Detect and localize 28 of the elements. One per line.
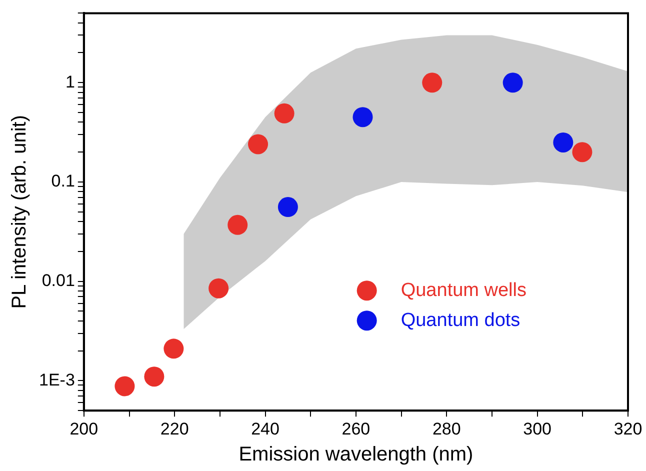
x-axis-title: Emission wavelength (nm)	[238, 444, 474, 466]
point	[278, 197, 298, 218]
x-tick-label: 300	[523, 419, 552, 438]
point	[208, 278, 229, 298]
legend-label: Quantum wells	[400, 280, 527, 301]
x-tick-label: 260	[342, 419, 370, 438]
point	[422, 72, 442, 93]
point	[144, 366, 164, 387]
point	[352, 107, 373, 128]
point	[228, 214, 248, 235]
legend-label: Quantum dots	[400, 310, 520, 331]
y-tick-label: 0.01	[42, 271, 75, 290]
y-tick-label: 0.1	[51, 172, 75, 191]
point	[114, 376, 135, 396]
x-tick-label: 320	[614, 419, 642, 438]
x-tick-label: 280	[432, 419, 461, 438]
point	[274, 103, 294, 124]
y-axis-title: PL intensity (arb. unit)	[8, 115, 31, 309]
x-tick-label: 220	[160, 419, 189, 438]
point	[572, 142, 592, 162]
point	[502, 72, 523, 93]
x-tick-label: 240	[251, 419, 280, 438]
y-tick-label: 1	[65, 72, 75, 92]
point	[553, 132, 574, 152]
point	[248, 134, 268, 154]
x-tick-label: 200	[70, 419, 98, 438]
point	[164, 338, 184, 359]
y-tick-label: 1E-3	[38, 370, 75, 390]
